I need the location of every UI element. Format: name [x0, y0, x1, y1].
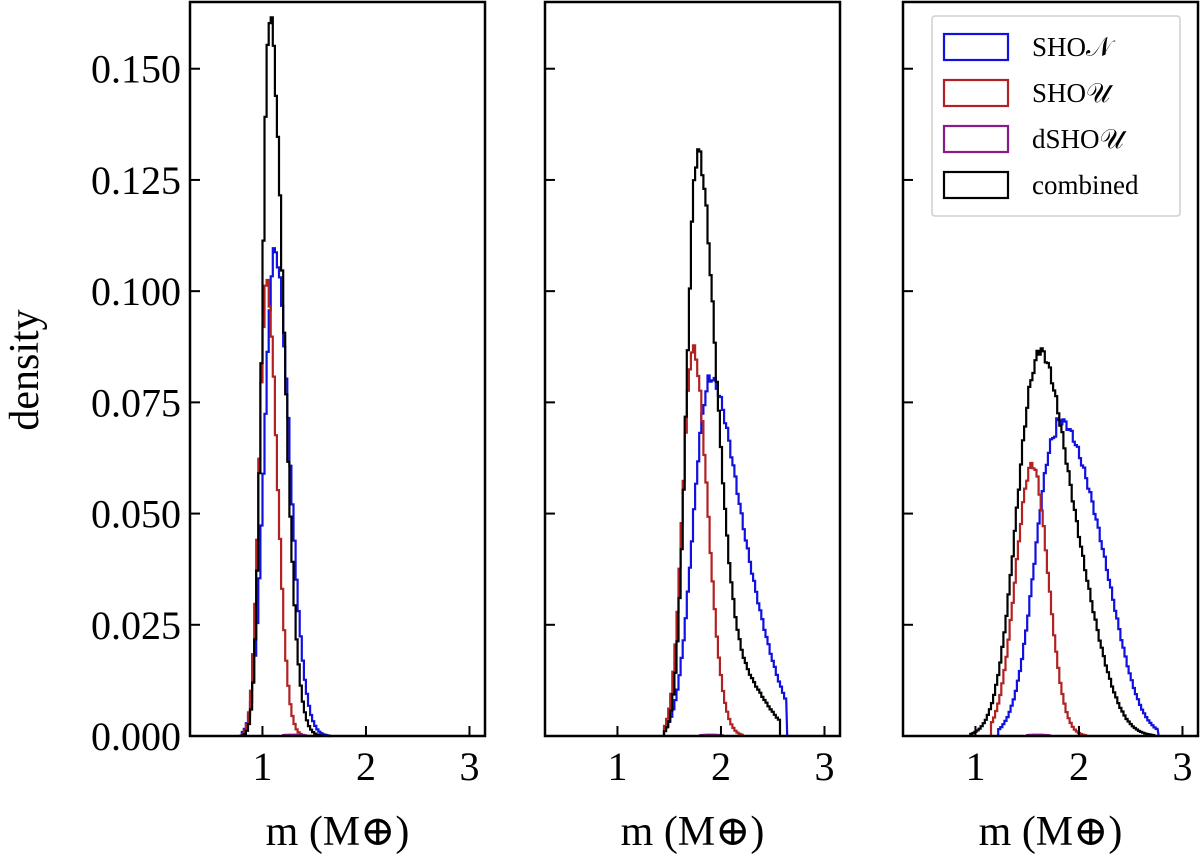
series-combined-panel-2: [662, 148, 782, 736]
series-sho-n-panel-3: [997, 417, 1160, 737]
legend-label: SHO𝒩: [1032, 32, 1116, 62]
y-tick-label: 0.050: [91, 492, 181, 537]
x-axis-label: m (M⊕): [979, 809, 1123, 855]
x-tick-label: 2: [1069, 744, 1089, 789]
y-axis-label: density: [2, 309, 48, 430]
y-tick-label: 0.100: [91, 269, 181, 314]
axes-frame: [901, 0, 1200, 738]
panel-1: 1 2 3 0.000 0.025 0.050 0.075 0.100 0.125 0.150 m …: [91, 0, 487, 855]
legend-swatch: [942, 78, 1010, 108]
x-tick-label: 3: [459, 744, 479, 789]
legend-swatch: [942, 170, 1010, 200]
y-tick-label: 0.000: [91, 714, 181, 759]
x-tick-label: 1: [252, 744, 272, 789]
x-tick-label: 1: [965, 744, 985, 789]
x-axis-label: m (M⊕): [621, 809, 765, 855]
series-combined-panel-3: [969, 347, 1157, 737]
legend-box: [931, 15, 1181, 217]
series-combined-panel-1: [238, 16, 332, 738]
series-sho-n-panel-2: [662, 374, 789, 737]
panel-2: 1 2 3 m (M⊕): [543, 0, 842, 855]
legend-label: dSHO𝒰: [1032, 124, 1128, 154]
legend-label: SHO𝒰: [1032, 78, 1114, 108]
panels: 1 2 3 0.000 0.025 0.050 0.075 0.100 0.125 0.150 m …: [91, 0, 1200, 855]
x-tick-label: 2: [356, 744, 376, 789]
y-tick-label: 0.150: [91, 47, 181, 92]
legend-swatch: [942, 124, 1010, 154]
legend-label: combined: [1032, 170, 1139, 200]
axes-frame: [543, 0, 842, 738]
series-sho-u-panel-2: [662, 344, 745, 737]
axes-frame: [188, 0, 487, 738]
x-tick-label: 3: [814, 744, 834, 789]
x-tick-label: 1: [607, 744, 627, 789]
y-tick-label: 0.125: [91, 158, 181, 203]
x-tick-label: 2: [711, 744, 731, 789]
x-tick-label: 3: [1172, 744, 1192, 789]
panel-3: 1 2 3 m (M⊕): [901, 0, 1200, 855]
legend: SHO𝒩 SHO𝒰 dSHO𝒰 combined: [931, 15, 1181, 217]
y-tick-label: 0.025: [91, 603, 181, 648]
y-tick-label: 0.075: [91, 380, 181, 425]
series-sho-u-panel-3: [989, 461, 1088, 737]
legend-swatch: [942, 32, 1010, 62]
x-axis-label: m (M⊕): [266, 809, 410, 855]
